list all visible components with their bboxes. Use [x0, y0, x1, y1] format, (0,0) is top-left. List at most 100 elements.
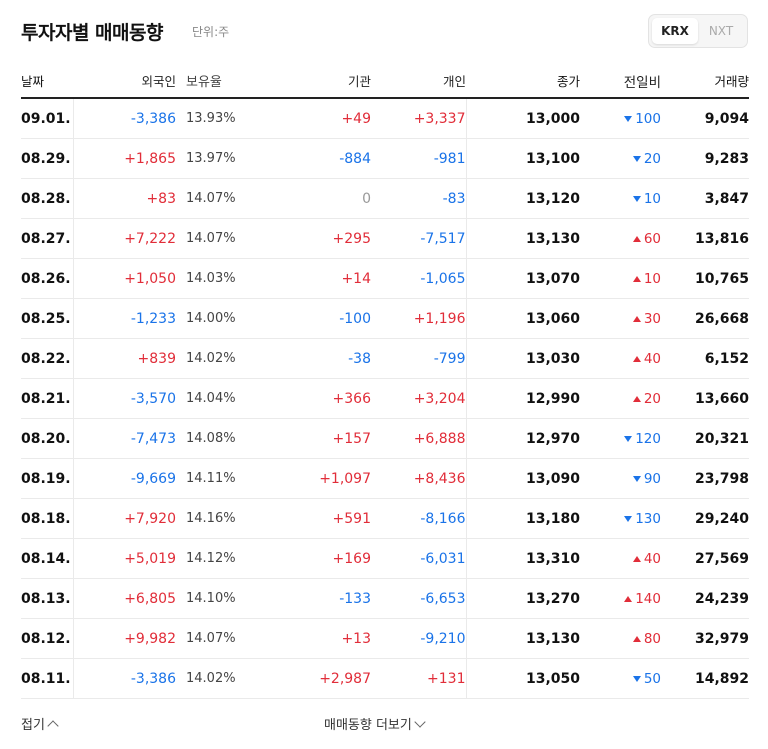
row-volume: 9,094: [661, 98, 749, 139]
row-foreign: +7,920: [73, 498, 186, 539]
row-volume: 6,152: [661, 338, 749, 379]
nxt-tab[interactable]: NXT: [708, 24, 734, 38]
col-volume: 거래량: [661, 64, 749, 99]
row-foreign: -3,386: [73, 98, 186, 139]
change-value: 10: [643, 270, 661, 287]
row-institution: +169: [254, 538, 371, 579]
row-foreign: -3,570: [73, 378, 186, 419]
unit-label: 단위:주: [192, 25, 230, 39]
change-value: 140: [635, 590, 661, 607]
market-toggle: KRX NXT: [648, 14, 748, 48]
row-foreign: +7,222: [73, 218, 186, 259]
row-foreign: -1,233: [73, 298, 186, 339]
row-change: 10: [580, 258, 661, 299]
row-date: 08.21.: [21, 378, 74, 419]
row-holding: 14.02%: [186, 338, 254, 379]
row-individual: -7,517: [371, 218, 467, 259]
row-close: 13,100: [466, 138, 580, 179]
row-date: 08.28.: [21, 178, 74, 219]
row-institution: +1,097: [254, 458, 371, 499]
triangle-down-icon: [624, 115, 633, 122]
row-individual: -9,210: [371, 618, 467, 659]
row-date: 09.01.: [21, 98, 74, 139]
row-volume: 13,816: [661, 218, 749, 259]
row-foreign: +1,050: [73, 258, 186, 299]
row-date: 08.29.: [21, 138, 74, 179]
table-row: 09.01. -3,386 13.93% +49 +3,337 13,000 100 9,09…: [21, 98, 749, 139]
row-foreign: +1,865: [73, 138, 186, 179]
more-trading-button[interactable]: 매매동향 더보기: [324, 714, 426, 733]
table-row: 08.14. +5,019 14.12% +169 -6,031 13,310 40 27,5…: [21, 538, 749, 579]
row-close: 13,270: [466, 578, 580, 619]
triangle-up-icon: [632, 395, 641, 402]
widget-title: 투자자별 매매동향: [21, 22, 163, 44]
col-close: 종가: [466, 64, 580, 99]
col-institution: 기관: [254, 64, 371, 99]
row-change: 20: [580, 138, 661, 179]
row-volume: 32,979: [661, 618, 749, 659]
row-individual: +8,436: [371, 458, 467, 499]
krx-tab[interactable]: KRX: [652, 18, 698, 44]
row-foreign: +9,982: [73, 618, 186, 659]
row-institution: 0: [254, 178, 371, 219]
row-close: 13,060: [466, 298, 580, 339]
widget-footer: 접기 매매동향 더보기: [21, 708, 748, 738]
change-value: 80: [643, 630, 661, 647]
row-date: 08.25.: [21, 298, 74, 339]
row-individual: -83: [371, 178, 467, 219]
row-change: 50: [580, 658, 661, 699]
row-individual: +1,196: [371, 298, 467, 339]
triangle-down-icon: [632, 155, 641, 162]
row-foreign: -9,669: [73, 458, 186, 499]
row-change: 100: [580, 98, 661, 139]
table-row: 08.27. +7,222 14.07% +295 -7,517 13,130 60 13,8…: [21, 218, 749, 259]
triangle-up-icon: [632, 635, 641, 642]
row-foreign: +83: [73, 178, 186, 219]
row-institution: -100: [254, 298, 371, 339]
row-date: 08.12.: [21, 618, 74, 659]
chevron-down-icon: [414, 716, 426, 728]
triangle-down-icon: [632, 475, 641, 482]
change-value: 60: [643, 230, 661, 247]
triangle-down-icon: [624, 435, 633, 442]
row-date: 08.11.: [21, 658, 74, 699]
row-volume: 29,240: [661, 498, 749, 539]
row-institution: +49: [254, 98, 371, 139]
table-row: 08.11. -3,386 14.02% +2,987 +131 13,050 50 14,8…: [21, 658, 749, 699]
triangle-up-icon: [624, 595, 633, 602]
table-row: 08.19. -9,669 14.11% +1,097 +8,436 13,090 90 23…: [21, 458, 749, 499]
row-volume: 9,283: [661, 138, 749, 179]
row-change: 10: [580, 178, 661, 219]
col-date: 날짜: [21, 64, 73, 99]
table-row: 08.21. -3,570 14.04% +366 +3,204 12,990 20 13,6…: [21, 378, 749, 419]
row-close: 12,970: [466, 418, 580, 459]
table-row: 08.20. -7,473 14.08% +157 +6,888 12,970 120 20,…: [21, 418, 749, 459]
widget-header: 투자자별 매매동향 단위:주 KRX NXT: [21, 14, 748, 50]
fold-button[interactable]: 접기: [21, 714, 59, 733]
row-holding: 14.07%: [186, 618, 254, 659]
row-individual: -8,166: [371, 498, 467, 539]
row-change: 60: [580, 218, 661, 259]
triangle-up-icon: [632, 315, 641, 322]
row-individual: -1,065: [371, 258, 467, 299]
change-value: 20: [643, 390, 661, 407]
row-change: 40: [580, 338, 661, 379]
row-institution: +2,987: [254, 658, 371, 699]
row-change: 20: [580, 378, 661, 419]
col-individual: 개인: [371, 64, 466, 99]
row-volume: 26,668: [661, 298, 749, 339]
row-date: 08.26.: [21, 258, 74, 299]
table-row: 08.12. +9,982 14.07% +13 -9,210 13,130 80 32,97…: [21, 618, 749, 659]
row-change: 30: [580, 298, 661, 339]
row-close: 12,990: [466, 378, 580, 419]
row-holding: 14.08%: [186, 418, 254, 459]
row-date: 08.18.: [21, 498, 74, 539]
row-close: 13,180: [466, 498, 580, 539]
change-value: 100: [635, 110, 661, 127]
triangle-down-icon: [632, 195, 641, 202]
row-close: 13,130: [466, 218, 580, 259]
chevron-up-icon: [47, 720, 59, 732]
row-volume: 3,847: [661, 178, 749, 219]
change-value: 10: [643, 190, 661, 207]
